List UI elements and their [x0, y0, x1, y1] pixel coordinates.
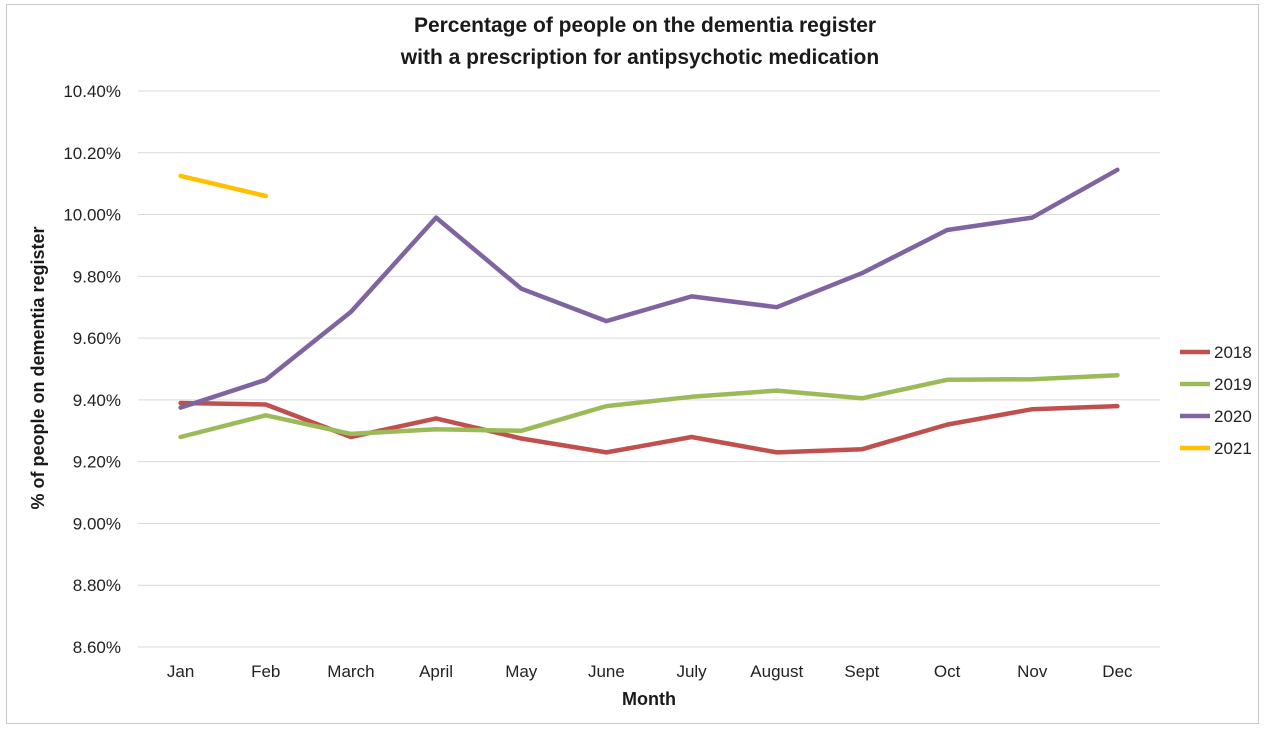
y-tick-label: 8.80% — [73, 576, 121, 595]
legend-label-2019: 2019 — [1214, 375, 1252, 394]
y-tick-label: 9.20% — [73, 453, 121, 472]
y-tick-label: 9.40% — [73, 391, 121, 410]
x-tick-label: March — [327, 662, 374, 681]
series-line-2019 — [178, 372, 1120, 440]
chart-title-line-2: with a prescription for antipsychotic me… — [400, 46, 879, 69]
legend: 2018 2019 2020 2021 — [1180, 343, 1252, 458]
y-tick-label: 10.00% — [63, 206, 121, 225]
x-tick-label: Jan — [167, 662, 194, 681]
x-axis-ticks: Jan Feb March April May June July August Sept Oct… — [167, 662, 1133, 681]
series-lines — [178, 167, 1120, 455]
x-tick-label: August — [750, 662, 803, 681]
x-tick-label: Nov — [1017, 662, 1048, 681]
y-tick-label: 10.20% — [63, 144, 121, 163]
x-axis-label: Month — [622, 689, 676, 709]
x-tick-label: Feb — [251, 662, 280, 681]
y-tick-label: 8.60% — [73, 638, 121, 657]
chart-frame — [6, 4, 1259, 724]
y-tick-label: 9.60% — [73, 329, 121, 348]
y-axis-label: % of people on dementia register — [28, 226, 48, 509]
y-tick-label: 9.80% — [73, 267, 121, 286]
x-tick-label: Dec — [1102, 662, 1133, 681]
series-line-2021 — [178, 173, 269, 199]
x-tick-label: May — [505, 662, 538, 681]
chart-title-line-1: Percentage of people on the dementia reg… — [414, 14, 876, 37]
legend-label-2021: 2021 — [1214, 439, 1252, 458]
y-tick-label: 10.40% — [63, 82, 121, 101]
gridlines — [138, 90, 1160, 648]
series-line-2020 — [178, 167, 1120, 410]
x-tick-label: April — [419, 662, 453, 681]
y-tick-label: 9.00% — [73, 514, 121, 533]
x-tick-label: July — [676, 662, 707, 681]
x-tick-label: Sept — [844, 662, 879, 681]
x-tick-label: June — [588, 662, 625, 681]
y-axis-ticks: 8.60% 8.80% 9.00% 9.20% 9.40% 9.60% 9.80% 10.00… — [63, 82, 121, 657]
legend-label-2020: 2020 — [1214, 407, 1252, 426]
legend-label-2018: 2018 — [1214, 343, 1252, 362]
x-tick-label: Oct — [934, 662, 961, 681]
